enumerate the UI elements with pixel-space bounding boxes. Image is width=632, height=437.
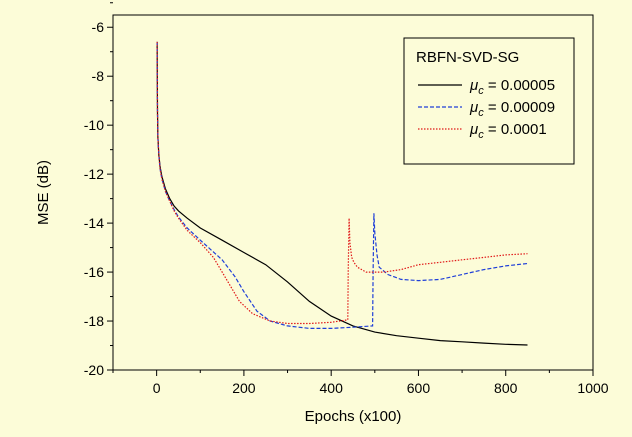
x-tick-label: 600 <box>407 380 431 396</box>
y-tick-label: -18 <box>84 313 104 329</box>
y-tick-label: -12 <box>84 166 104 182</box>
legend-title: RBFN-SVD-SG <box>416 49 519 66</box>
y-axis-label: MSE (dB) <box>35 160 52 225</box>
x-axis-label: Epochs (x100) <box>305 408 402 425</box>
mu-symbol: μ <box>469 121 478 138</box>
legend-value: = 0.00005 <box>484 77 555 94</box>
y-tick-label: -16 <box>84 264 104 280</box>
legend-value: = 0.00009 <box>484 99 555 116</box>
legend-label-2: μc = 0.00009 <box>469 99 555 119</box>
series-line-3 <box>156 41 528 325</box>
axis-ticks: 0 200 400 600 800 1000 -20 -18 -16 -14 -12 -10 -8 -6 <box>84 2 609 396</box>
x-tick-label: 1000 <box>577 380 608 396</box>
mu-subscript: c <box>478 107 484 119</box>
legend-label-3: μc = 0.0001 <box>469 121 547 141</box>
mu-subscript: c <box>478 85 484 97</box>
x-tick-label: 0 <box>153 380 161 396</box>
x-tick-label: 800 <box>494 380 518 396</box>
mu-symbol: μ <box>469 77 478 94</box>
y-tick-label: -14 <box>84 215 104 231</box>
series-layer <box>156 41 528 346</box>
y-tick-label: -10 <box>84 117 104 133</box>
mu-subscript: c <box>478 129 484 141</box>
y-tick-label: -8 <box>92 68 105 84</box>
mu-symbol: μ <box>469 99 478 116</box>
x-tick-label: 400 <box>320 380 344 396</box>
legend-value: = 0.0001 <box>484 121 547 138</box>
series-line-2 <box>156 41 528 329</box>
plot-area <box>112 14 594 371</box>
legend-box <box>403 37 575 165</box>
y-tick-label: -6 <box>92 19 105 35</box>
legend-label-1: μc = 0.00005 <box>469 77 555 97</box>
y-tick-label: -20 <box>84 362 104 378</box>
x-tick-label: 200 <box>232 380 256 396</box>
